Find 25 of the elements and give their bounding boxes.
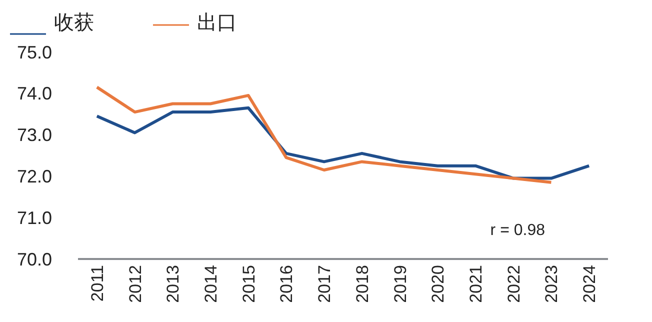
x-tick-label: 2013 [164,265,183,303]
x-tick-label: 2016 [277,265,296,303]
x-tick-label: 2024 [580,265,600,303]
x-tick-label: 2020 [428,265,448,303]
y-tick-label: 73.0 [16,125,52,146]
legend-label: 出口 [197,12,237,34]
x-tick-label: 2012 [126,265,145,303]
y-tick-label: 71.0 [16,208,52,228]
x-tick-label: 2011 [88,265,107,302]
y-tick-label: 70.0 [16,249,52,270]
y-tick-label: 75.0 [16,42,52,62]
x-tick-label: 2018 [352,265,372,303]
x-tick-label: 2015 [239,265,258,303]
x-tick-label: 2017 [315,265,334,303]
x-tick-label: 2022 [504,265,524,303]
legend-label: 收获 [54,12,94,34]
line-series [95,106,591,180]
annotation: r = 0.98 [490,222,546,239]
x-tick-label: 2014 [202,265,220,303]
x-tick-label: 2021 [466,265,486,303]
x-tick-label: 2019 [390,265,410,303]
y-tick-label: 72.0 [16,166,52,186]
y-tick-label: 74.0 [16,84,52,104]
line-series [95,86,553,184]
x-tick-label: 2023 [542,265,562,303]
